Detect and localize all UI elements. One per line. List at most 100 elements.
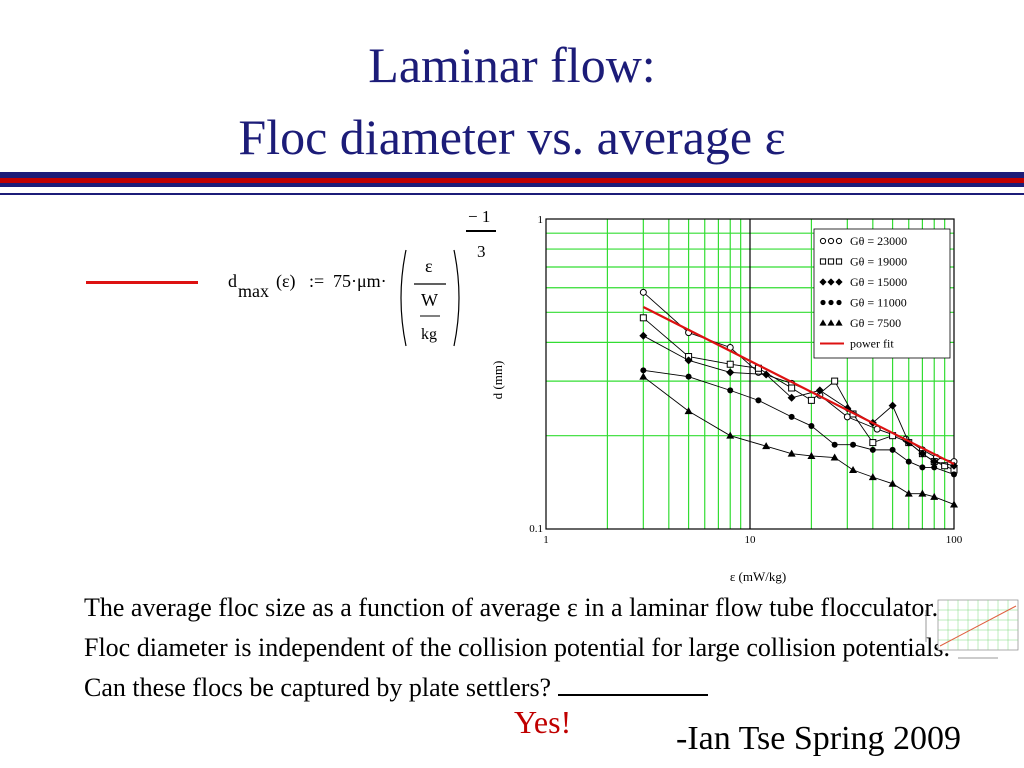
data-point [869, 439, 877, 447]
legend-swatch [835, 258, 843, 265]
y-tick-label: 0.1 [529, 523, 543, 535]
data-point [726, 360, 734, 368]
data-point [639, 331, 648, 340]
data-point [787, 449, 796, 457]
data-point [888, 401, 897, 410]
data-point [726, 368, 735, 377]
author-credit: -Ian Tse Spring 2009 [676, 720, 962, 757]
eq-denominator-top: W [421, 290, 438, 310]
eq-assign: := [309, 271, 325, 291]
data-point [831, 377, 839, 385]
data-point [904, 489, 913, 497]
eq-argument: (ε) [276, 271, 296, 291]
legend-swatch [835, 237, 843, 245]
eq-subscript: max [238, 281, 269, 301]
x-tick-label: 1 [543, 534, 549, 546]
data-point [807, 451, 816, 459]
data-point [843, 413, 851, 421]
x-axis-label: ε (mW/kg) [730, 569, 786, 584]
data-point [727, 387, 734, 394]
data-point [868, 473, 877, 481]
data-point [889, 446, 896, 453]
data-point [930, 457, 939, 466]
legend-swatch [835, 278, 843, 286]
data-point [869, 446, 876, 453]
data-point [815, 386, 824, 395]
data-point [639, 288, 647, 296]
y-tick-label: 1 [538, 214, 544, 226]
eq-exponent-numerator: − 1 [468, 207, 491, 226]
legend-swatch [828, 299, 834, 306]
legend-swatch [836, 299, 842, 306]
data-point [808, 422, 815, 429]
divider-dark-bottom [0, 183, 1024, 187]
description-text: The average floc size as a function of a… [84, 588, 964, 708]
data-point [684, 356, 693, 365]
legend-label: Gθ = 19000 [850, 255, 907, 269]
data-point [787, 393, 796, 402]
data-point [807, 396, 815, 404]
eq-exponent-bar [466, 230, 496, 232]
data-point [918, 489, 927, 497]
legend-swatch [819, 258, 827, 265]
data-point [951, 471, 957, 478]
divider-red [0, 178, 1024, 183]
slide-title-line-2: Floc diameter vs. average ε [238, 109, 786, 165]
data-point [684, 407, 693, 415]
thumbnail-chart [925, 599, 1019, 659]
divider-dark-top [0, 172, 1024, 178]
data-point [918, 449, 927, 458]
data-point [905, 458, 912, 465]
data-point [762, 442, 771, 450]
slide-title-line-1: Laminar flow: [368, 37, 656, 93]
legend-swatch [827, 258, 835, 265]
series-line-power-fit [642, 306, 955, 466]
legend-swatch [820, 299, 826, 306]
answer-blank [557, 670, 708, 696]
data-point [930, 492, 939, 500]
legend-swatch [827, 237, 835, 245]
legend-swatch [827, 319, 835, 326]
data-point [762, 370, 771, 379]
x-tick-label: 100 [946, 534, 963, 546]
legend-swatch [819, 237, 827, 245]
data-point [755, 397, 762, 404]
data-point [950, 500, 958, 508]
divider-thin [0, 193, 1024, 195]
data-point [919, 464, 926, 471]
x-tick-label: 10 [745, 534, 757, 546]
data-point [904, 438, 913, 447]
legend-swatch [827, 278, 835, 286]
legend-label: power fit [850, 337, 894, 351]
legend-label: Gθ = 15000 [850, 275, 907, 289]
data-point [849, 465, 858, 473]
legend-label: Gθ = 11000 [850, 296, 907, 310]
data-point [639, 372, 648, 380]
eq-denominator-bottom: kg [421, 326, 437, 343]
answer-text: Yes! [514, 704, 572, 740]
description-body: The average floc size as a function of a… [84, 593, 950, 702]
eq-numerator: ε [425, 256, 433, 276]
data-point [830, 453, 839, 461]
data-point [831, 441, 838, 448]
data-point [850, 441, 857, 448]
legend-swatch [819, 278, 827, 286]
data-point [788, 413, 795, 420]
eq-d: d [228, 271, 237, 291]
plot-frame [545, 218, 955, 530]
legend-box [813, 228, 951, 359]
eq-coefficient: 75·μm· [333, 271, 387, 291]
data-point [640, 367, 647, 374]
data-point [788, 384, 796, 392]
eq-brackets [400, 249, 460, 347]
data-point [685, 373, 692, 380]
data-point [726, 431, 735, 439]
eq-exponent-denominator: 3 [477, 242, 486, 261]
data-point [941, 462, 949, 470]
legend-label: Gθ = 7500 [850, 316, 901, 330]
data-point [931, 464, 938, 471]
data-point [888, 479, 897, 487]
fit-legend-line [86, 281, 198, 284]
y-axis-label: d (mm) [490, 361, 505, 400]
